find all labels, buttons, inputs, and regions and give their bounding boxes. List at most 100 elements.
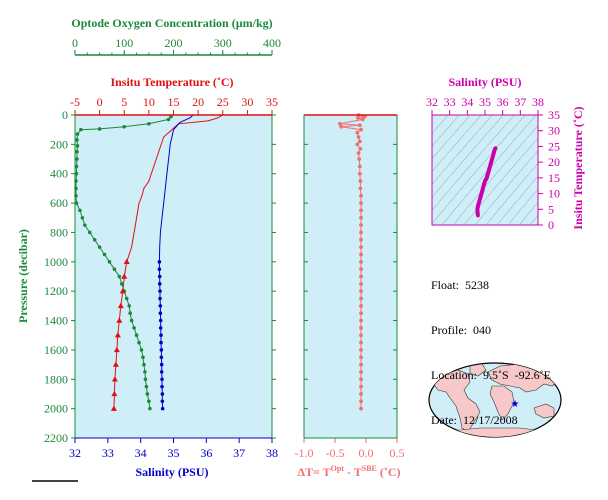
delta-t-point [359, 362, 363, 367]
salinity-line [158, 114, 194, 262]
density-contour [463, 137, 538, 225]
delta-t-point [359, 348, 363, 352]
location: Location: 9.5˚S -92.6˚E [431, 368, 551, 382]
ts-temperature-tick-label: 15 [548, 171, 560, 185]
pressure-tick-label: 1000 [44, 255, 68, 269]
ts-point [493, 146, 498, 150]
delta-t-point [339, 124, 344, 129]
delta-tick-label: -1.0 [295, 446, 314, 460]
salinity-point [157, 274, 162, 279]
temperature-point [119, 287, 126, 294]
temperature-tick-label: 20 [192, 95, 204, 109]
ts-salinity-title: Salinity (PSU) [448, 75, 521, 89]
salinity-point [158, 304, 163, 308]
delta-t-point [356, 151, 361, 156]
map-land-americas [431, 369, 481, 433]
pressure-tick-label: 400 [50, 167, 68, 181]
oxygen-point [87, 230, 92, 235]
map-land-africa [489, 385, 515, 421]
oxygen-point [117, 274, 122, 279]
main-plot-background [75, 115, 272, 438]
ts-point [477, 198, 482, 202]
temperature-point [110, 405, 117, 411]
oxygen-point [102, 252, 107, 257]
oxygen-tick-label: 0 [72, 36, 78, 50]
delta-t-point [359, 318, 363, 323]
oxygen-point [147, 122, 151, 126]
salinity-point [158, 289, 162, 293]
salinity-point [158, 296, 162, 301]
pressure-tick-label: 1400 [44, 314, 68, 328]
ts-point [480, 188, 485, 193]
ts-temperature-tick-label: 0 [548, 218, 554, 232]
ts-point [475, 210, 480, 215]
ts-salinity-tick-label: 33 [444, 95, 456, 109]
oxygen-point [107, 260, 112, 264]
profile-series [74, 114, 224, 411]
salinity-point [159, 362, 164, 367]
salinity-point [159, 348, 164, 352]
pressure-tick-label: 0 [62, 108, 68, 122]
temperature-tick-label: 10 [143, 95, 155, 109]
density-contour [432, 115, 504, 198]
float-id: Float: 5238 [431, 278, 490, 292]
density-contour [474, 150, 538, 225]
salinity-point [158, 326, 163, 330]
delta-t-point [359, 215, 363, 220]
temperature-tick-label: 25 [217, 95, 229, 109]
delta-t-point [356, 116, 360, 120]
delta-t-point [357, 139, 362, 144]
salinity-axis: 32 33 34 35 36 37 38 [69, 438, 278, 460]
temperature-point [116, 317, 123, 323]
delta-t-series [338, 113, 367, 411]
oxygen-tick-label: 300 [214, 36, 232, 50]
delta-t-point [359, 355, 363, 360]
salinity-point [160, 384, 164, 389]
ts-plot-background [432, 115, 538, 225]
density-contour [452, 125, 538, 225]
pressure-tick-label: 600 [50, 196, 68, 210]
pressure-tick-label: 2200 [44, 431, 68, 445]
delta-t-point [338, 121, 342, 126]
main-profile-panel: 0200400600800100012001400160018002000220… [16, 16, 281, 482]
temperature-tick-label: 15 [168, 95, 180, 109]
delta-t-axis: -1.0 -0.5 0.0 0.5 [295, 114, 405, 460]
delta-t-point [359, 370, 363, 374]
oxygen-point [124, 296, 129, 301]
ts-temperature-title: Insitu Temperature (˚C) [571, 106, 585, 229]
oxygen-point [128, 311, 132, 316]
oxygen-point [145, 392, 150, 396]
delta-tick-label: -0.5 [326, 446, 345, 460]
oxygen-point [83, 223, 87, 227]
salinity-point [158, 311, 163, 316]
ts-temperature-tick-label: 20 [548, 155, 560, 169]
salinity-axis-title: Salinity (PSU) [135, 465, 208, 479]
ts-point [485, 172, 490, 177]
temperature-tick-label: 5 [121, 95, 127, 109]
delta-tick-label: 0.5 [390, 446, 405, 460]
oxygen-point [75, 132, 80, 136]
ts-point [476, 204, 480, 208]
oxygen-point [141, 355, 145, 360]
ts-salinity-tick-label: 38 [532, 95, 544, 109]
oxygen-axis: 0 100 200 300 400 [72, 36, 281, 56]
oxygen-point [122, 124, 127, 129]
oxygen-point [142, 362, 146, 367]
density-contour [485, 162, 538, 225]
delta-t-point [359, 377, 363, 382]
oxygen-point [97, 127, 102, 131]
oxygen-tick-label: 200 [165, 36, 183, 50]
ts-point [483, 179, 487, 183]
ts-point [491, 154, 495, 158]
delta-t-point [359, 237, 363, 242]
salinity-point [157, 267, 162, 271]
density-contour [441, 115, 537, 225]
delta-t-point [359, 230, 363, 235]
ts-point [477, 201, 481, 205]
ts-point [484, 176, 489, 180]
oxygen-point [137, 340, 141, 345]
density-contour [432, 115, 526, 225]
oxygen-tick-label: 100 [115, 36, 133, 50]
oxygen-point [148, 406, 152, 411]
